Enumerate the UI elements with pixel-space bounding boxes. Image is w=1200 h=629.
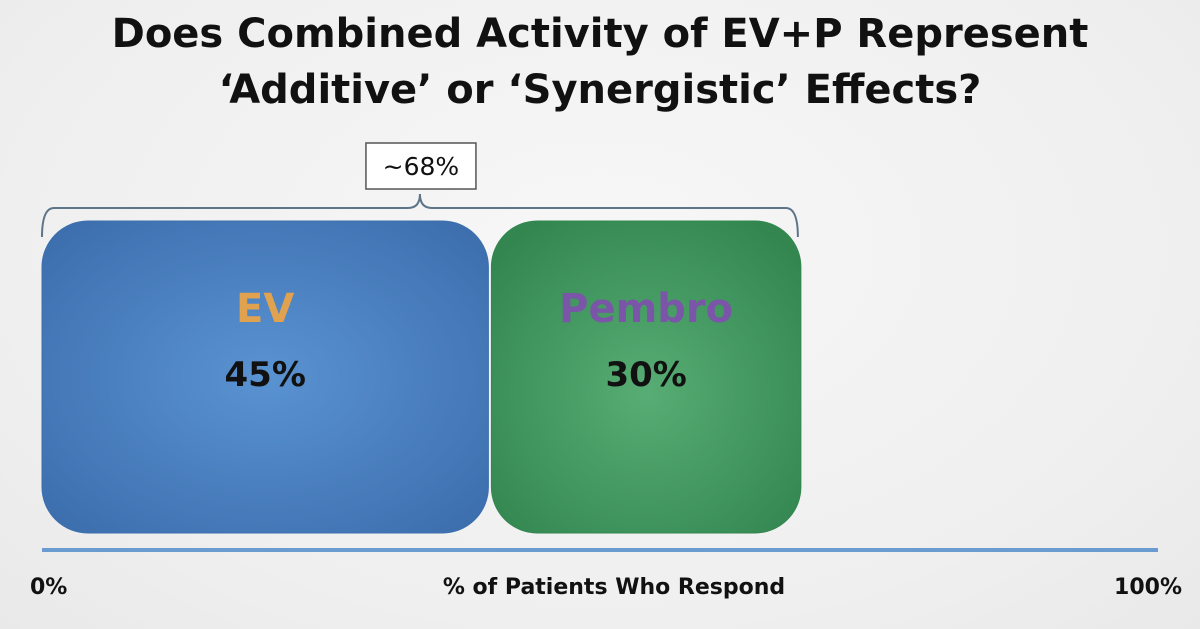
bar-ev <box>41 220 489 534</box>
title-line-2: ‘Additive’ or ‘Synergistic’ Effects? <box>218 67 982 113</box>
x-axis-title: % of Patients Who Respond <box>443 575 785 600</box>
bars-group: EV 45% Pembro 30% <box>41 220 802 534</box>
slide-title: Does Combined Activity of EV+P Represent… <box>0 6 1200 118</box>
x-tick-label-min: 0% <box>30 575 67 600</box>
x-tick-label-max: 100% <box>1114 575 1182 600</box>
bar-label-ev: EV <box>236 286 294 332</box>
combined-callout-text: ~68% <box>383 152 460 181</box>
bar-value-ev: 45% <box>225 355 306 395</box>
title-line-1: Does Combined Activity of EV+P Represent <box>111 11 1089 57</box>
combined-callout-box <box>365 142 477 190</box>
bar-label-pembro: Pembro <box>559 286 733 332</box>
combined-bracket <box>41 193 799 238</box>
bar-pembro <box>490 220 802 534</box>
bar-value-pembro: 30% <box>605 355 686 395</box>
